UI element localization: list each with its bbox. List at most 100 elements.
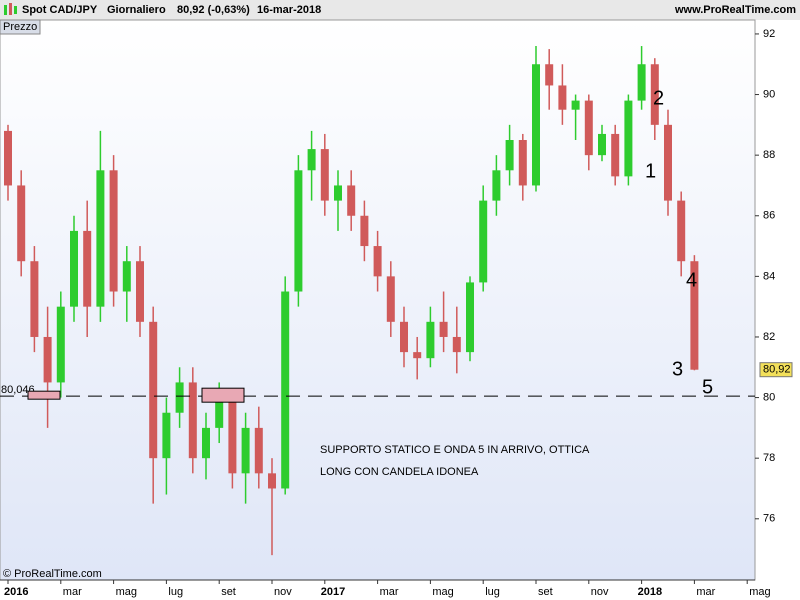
candle-body (400, 321, 408, 353)
candle-body (241, 427, 250, 474)
candle-body (294, 170, 303, 292)
candle-body (677, 200, 686, 262)
candle-body (122, 261, 131, 292)
candle-body (228, 397, 237, 474)
candle-body (215, 397, 224, 428)
y-tick-label: 82 (763, 331, 775, 343)
candle-body (690, 261, 699, 370)
x-tick-label: nov (591, 586, 609, 598)
candle-body (532, 64, 540, 186)
title: Spot CAD/JPY (22, 4, 98, 16)
last-price-box (759, 362, 793, 378)
candle-body (452, 336, 461, 353)
zone-box (201, 387, 245, 403)
candle-body (518, 140, 527, 186)
candle-body (254, 427, 263, 474)
candle-body (4, 130, 12, 186)
candle-body (17, 185, 26, 262)
candle-body (43, 336, 52, 383)
candle-body (624, 100, 633, 177)
panel-label: Prezzo (3, 21, 37, 33)
wave-label: 3 (672, 358, 683, 380)
support-label: 80,046 (1, 384, 35, 396)
x-tick-label: mar (63, 586, 82, 598)
candle-body (96, 170, 105, 307)
period: Giornaliero (107, 4, 166, 16)
site: www.ProRealTime.com (674, 4, 796, 16)
icon (9, 3, 12, 15)
candle-body (413, 352, 422, 359)
candle-body (386, 276, 395, 322)
annotation: SUPPORTO STATICO E ONDA 5 IN ARRIVO, OTT… (320, 444, 590, 478)
zone-box (27, 390, 61, 400)
candle-body (109, 170, 118, 292)
icon (14, 6, 17, 14)
candle-body (373, 246, 382, 277)
wave-label: 1 (645, 160, 656, 182)
candle-body (347, 185, 356, 216)
copyright: © ProRealTime.com (3, 568, 102, 580)
y-tick-label: 78 (763, 452, 775, 464)
y-tick-label: 84 (763, 270, 775, 282)
candle-body (466, 282, 474, 353)
last-quote: 80,92 (-0,63%) (177, 4, 250, 16)
y-tick-label: 92 (763, 28, 775, 40)
candle-body (492, 170, 501, 201)
wave-label: 4 (686, 269, 697, 291)
candle-body (320, 149, 329, 201)
date: 16-mar-2018 (257, 4, 321, 16)
candle-body (611, 133, 620, 177)
candle-body (479, 200, 488, 283)
candle-body (584, 100, 593, 156)
panel-label-box (0, 19, 41, 35)
candle-body (571, 100, 580, 110)
x-tick-label: set (221, 586, 236, 598)
x-tick-label: mar (380, 586, 399, 598)
x-tick-label: lug (168, 586, 183, 598)
candle-body (149, 321, 158, 459)
wave-label: 5 (702, 376, 713, 398)
candle-body (202, 427, 210, 459)
candle-body (162, 412, 171, 459)
y-tick-label: 86 (763, 210, 775, 222)
x-tick-label: lug (485, 586, 500, 598)
x-tick-label: set (538, 586, 553, 598)
candle-body (558, 85, 567, 110)
candle-body (188, 382, 197, 459)
candle-body (175, 382, 184, 413)
y-tick-label: 88 (763, 149, 775, 161)
header-bar (0, 0, 800, 20)
candle-body (56, 306, 65, 383)
x-tick-label: mag (116, 586, 137, 598)
candle-body (334, 185, 342, 201)
candle-body (439, 321, 448, 337)
candle-body (307, 149, 316, 171)
y-tick-label: 90 (763, 88, 775, 100)
candle-body (637, 64, 646, 101)
candle-body (268, 473, 276, 489)
candle-body (281, 291, 290, 489)
candle-body (360, 215, 369, 247)
x-tick-label: 2017 (321, 586, 345, 598)
x-tick-label: 2016 (4, 586, 28, 598)
icon (4, 5, 7, 15)
candle-body (30, 261, 39, 337)
candle-body (136, 261, 144, 322)
candle-body (664, 124, 672, 201)
x-tick-label: mag (749, 586, 770, 598)
wave-label: 2 (653, 87, 664, 109)
candle-body (598, 133, 606, 156)
x-tick-label: 2018 (638, 586, 662, 598)
x-tick-label: nov (274, 586, 292, 598)
x-tick-label: mag (432, 586, 453, 598)
y-tick-label: 80 (763, 391, 775, 403)
x-tick-label: mar (696, 586, 715, 598)
candle-body (426, 321, 435, 359)
candle-body (505, 140, 514, 171)
candle-body (650, 64, 659, 125)
y-tick-label: 76 (763, 513, 775, 525)
candle-body (83, 230, 92, 307)
candle-body (545, 64, 554, 86)
candle-body (70, 230, 78, 307)
